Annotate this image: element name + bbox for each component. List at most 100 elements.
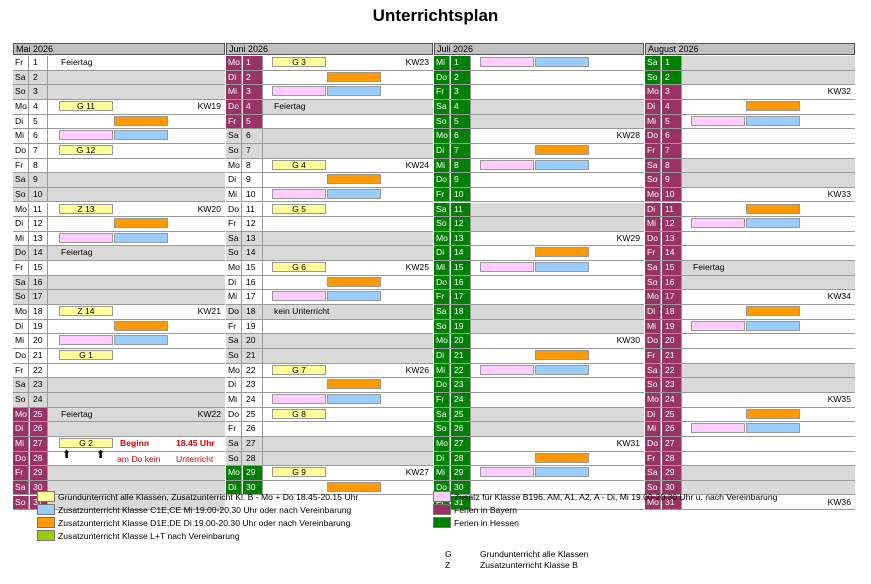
- day-number: 1: [662, 56, 682, 70]
- weekday-label: Do: [434, 173, 450, 187]
- weekday-label: Mo: [226, 261, 242, 275]
- lesson-slot: [327, 174, 381, 185]
- weekday-label: Fr: [645, 349, 661, 363]
- day-number: 31: [451, 495, 471, 510]
- weekday-label: Di: [645, 305, 661, 319]
- note-line2a: am Do kein: [117, 453, 161, 464]
- weekday-label: So: [13, 85, 29, 99]
- day-number: 13: [662, 231, 682, 246]
- lesson-slot: [746, 320, 800, 331]
- day-number: 7: [662, 143, 682, 158]
- day-number: 18: [243, 305, 263, 319]
- day-row: Do 21 G 1: [13, 349, 225, 364]
- weekday-label: Di: [13, 319, 29, 334]
- day-note: kein Unterricht: [274, 306, 330, 317]
- day-number: 29: [451, 466, 471, 480]
- day-row: Sa 8: [645, 158, 855, 174]
- day-row: Mo 3 KW32: [645, 85, 855, 100]
- weekday-label: Sa: [226, 129, 242, 143]
- legend-swatch: [37, 504, 55, 515]
- lesson-slot: [535, 467, 589, 478]
- day-number: 21: [451, 349, 471, 363]
- lesson-slot: [535, 262, 589, 273]
- lesson-slot: [746, 115, 800, 126]
- day-row: Sa 2: [13, 70, 225, 86]
- lesson-slot: G 9: [272, 467, 326, 478]
- weekday-label: Fr: [226, 114, 242, 129]
- weekday-label: Sa: [226, 231, 242, 246]
- day-row: So 28: [226, 451, 433, 467]
- day-row: Fr 5: [226, 114, 433, 130]
- weekday-label: Fr: [13, 466, 29, 480]
- weekday-label: So: [226, 246, 242, 261]
- weekday-label: Di: [434, 143, 450, 158]
- note-beginn: Beginn: [120, 437, 150, 448]
- weekday-label: Sa: [645, 261, 661, 275]
- day-number: 20: [243, 334, 263, 348]
- day-row: Sa 20: [226, 334, 433, 349]
- weekday-label: Do: [434, 378, 450, 392]
- day-row: Mo 4 G 11 KW19: [13, 99, 225, 115]
- day-row: Do 9: [434, 173, 644, 188]
- day-row: Fr 17: [434, 290, 644, 306]
- day-number: 2: [662, 70, 682, 85]
- lesson-slot: G 4: [272, 159, 326, 170]
- day-number: 4: [30, 99, 48, 114]
- lesson-slot: Z 14: [59, 306, 113, 317]
- day-number: 29: [662, 466, 682, 480]
- day-row: Mo 8 G 4 KW24: [226, 158, 433, 174]
- day-number: 10: [30, 187, 48, 202]
- day-number: 27: [451, 436, 471, 451]
- day-row: Di 16: [226, 275, 433, 291]
- weekday-label: Do: [434, 70, 450, 85]
- day-number: 11: [30, 202, 48, 217]
- weekday-label: Fr: [645, 143, 661, 158]
- day-number: 18: [451, 305, 471, 319]
- weekday-label: So: [226, 143, 242, 158]
- day-number: 28: [451, 451, 471, 466]
- day-number: 18: [30, 305, 48, 319]
- lesson-slot: [272, 86, 326, 97]
- day-row: So 5: [434, 114, 644, 130]
- month-header: Mai 2026: [13, 43, 225, 55]
- day-number: 3: [451, 85, 471, 99]
- lesson-slot: [327, 188, 381, 199]
- day-number: 30: [451, 480, 471, 495]
- day-row: Di 2: [226, 70, 433, 86]
- lesson-slot: [535, 350, 589, 360]
- lesson-slot: [480, 364, 534, 375]
- lesson-slot: [272, 291, 326, 302]
- weekday-label: Mo: [13, 305, 29, 319]
- calendar-week: KW27: [405, 467, 429, 478]
- weekday-label: Di: [645, 407, 661, 422]
- day-row: Mo 10 KW33: [645, 187, 855, 203]
- day-row: Do 4 Feiertag: [226, 99, 433, 115]
- weekday-label: Sa: [434, 99, 450, 114]
- day-row: Sa 1: [645, 56, 855, 71]
- day-number: 16: [451, 275, 471, 290]
- calendar-week: KW23: [405, 57, 429, 67]
- month-header: Juli 2026: [434, 43, 644, 55]
- lesson-slot: [272, 188, 326, 199]
- day-row: Mi 15: [434, 261, 644, 276]
- weekday-label: Mo: [226, 158, 242, 173]
- day-number: 20: [451, 334, 471, 348]
- lesson-slot: [327, 393, 381, 404]
- weekday-label: Sa: [434, 202, 450, 217]
- up-arrow-icon: ⬆: [96, 448, 106, 461]
- day-number: 8: [662, 158, 682, 173]
- lesson-slot: [535, 159, 589, 170]
- day-number: 12: [30, 217, 48, 231]
- day-row: Mo 24 KW35: [645, 392, 855, 408]
- day-row: So 24: [13, 392, 225, 408]
- day-note: Feiertag: [274, 100, 306, 111]
- day-row: Do 30: [434, 480, 644, 496]
- lesson-slot: [746, 306, 800, 317]
- weekday-label: Fr: [13, 56, 29, 70]
- lesson-slot: [59, 130, 113, 141]
- day-row: Mo 20 KW30: [434, 334, 644, 349]
- day-number: 22: [243, 363, 263, 378]
- weekday-label: Fr: [434, 290, 450, 305]
- day-number: 5: [451, 114, 471, 129]
- day-row: Sa 22: [645, 363, 855, 379]
